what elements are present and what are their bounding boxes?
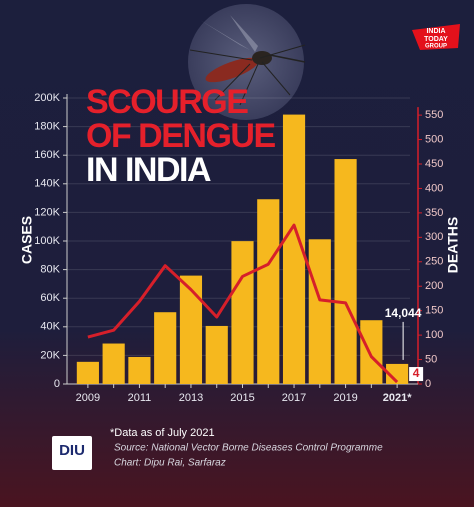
bar [76, 361, 99, 384]
bar [128, 356, 151, 384]
y2-tick-label: 500 [425, 133, 443, 145]
diu-logo-box [52, 436, 92, 470]
y2-tick-label: 550 [425, 109, 443, 121]
y-tick-label: 0 [54, 378, 60, 390]
y2-axis-label: DEATHS [445, 217, 461, 274]
brand-text: GROUP [425, 44, 447, 50]
title-line: SCOURGE [86, 83, 248, 121]
y2-tick-label: 300 [425, 231, 443, 243]
y-tick-label: 80K [40, 264, 60, 276]
bar [102, 343, 125, 384]
y2-tick-label: 350 [425, 207, 443, 219]
bar [231, 241, 254, 384]
x-tick-label: 2021* [383, 392, 412, 404]
bar [386, 363, 409, 384]
y-tick-label: 120K [34, 206, 60, 218]
y-axis-label: CASES [19, 216, 35, 264]
footer: DIU *Data as of July 2021 Source: Nation… [52, 427, 383, 470]
y2-tick-label: 250 [425, 256, 443, 268]
bar [154, 312, 177, 384]
y2-tick-label: 400 [425, 182, 443, 194]
y2-tick-label: 150 [425, 305, 443, 317]
y-tick-label: 20K [40, 349, 60, 361]
bar [334, 159, 357, 384]
title-line: IN INDIA [86, 151, 211, 189]
x-tick-label: 2013 [179, 392, 203, 404]
y-tick-label: 180K [34, 121, 60, 133]
x-tick-label: 2017 [282, 392, 306, 404]
y-tick-label: 160K [34, 149, 60, 161]
y-tick-label: 100K [34, 235, 60, 247]
source: Source: National Vector Borne Diseases C… [114, 443, 383, 454]
bar [257, 199, 280, 384]
brand-logo: INDIA TODAY GROUP [412, 24, 460, 50]
bar [282, 114, 306, 384]
bar [360, 320, 383, 384]
y2-tick-label: 100 [425, 329, 443, 341]
mosquito-illustration [188, 4, 306, 120]
x-tick-label: 2009 [76, 392, 100, 404]
x-tick-label: 2019 [333, 392, 357, 404]
y2-tick-label: 50 [425, 353, 437, 365]
y-tick-label: 140K [34, 178, 60, 190]
bar [308, 239, 331, 384]
y2-tick-label: 450 [425, 158, 443, 170]
y-tick-label: 40K [40, 321, 60, 333]
line-value-label: 4 [413, 366, 420, 380]
brand-text: TODAY [424, 36, 448, 43]
bar-value-label: 14,044 [385, 306, 422, 320]
deaths-line [87, 223, 399, 384]
footnote: *Data as of July 2021 [110, 427, 215, 439]
x-tick-label: 2015 [230, 392, 254, 404]
brand-text: INDIA [426, 28, 445, 35]
title: SCOURGE OF DENGUE IN INDIA [86, 83, 277, 189]
bar [179, 275, 203, 384]
x-tick-label: 2011 [128, 392, 152, 404]
plot-area: 0 20K 40K 60K 80K 100K 120K 140K 160K 180K 200K 0 50… [34, 92, 443, 404]
y-tick-label: 200K [34, 92, 60, 104]
credit: Chart: Dipu Rai, Sarfaraz [114, 458, 226, 469]
bar [205, 325, 228, 384]
y2-tick-label: 200 [425, 280, 443, 292]
y2-tick-label: 0 [425, 378, 431, 390]
label-box [409, 367, 424, 382]
title-line: OF DENGUE [86, 117, 275, 155]
y-tick-label: 60K [40, 292, 60, 304]
diu-logo: DIU [59, 442, 85, 459]
